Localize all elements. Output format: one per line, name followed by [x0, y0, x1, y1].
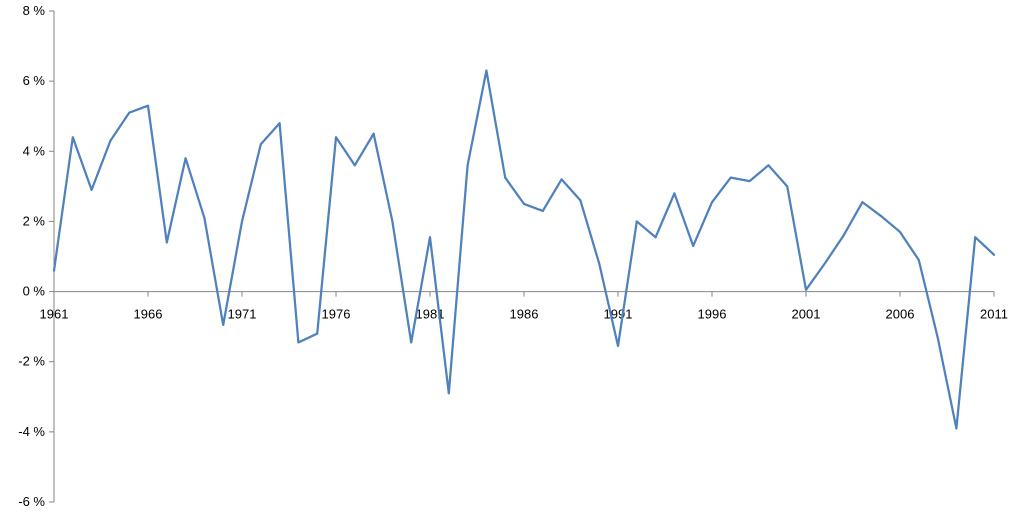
data-point [297, 341, 300, 344]
data-point [353, 164, 356, 167]
data-point [955, 427, 958, 430]
data-point [184, 157, 187, 160]
data-point [917, 259, 920, 262]
data-point [748, 180, 751, 183]
data-point [259, 143, 262, 146]
data-point [90, 188, 93, 191]
data-point [974, 236, 977, 239]
data-point [410, 341, 413, 344]
data-point [711, 201, 713, 204]
data-point [617, 344, 619, 347]
data-point [391, 220, 394, 223]
data-point [71, 136, 74, 139]
y-tick-label: 0 % [23, 284, 46, 299]
data-point [335, 136, 337, 139]
data-point [504, 176, 507, 179]
data-point [109, 139, 112, 142]
data-point [278, 122, 281, 125]
data-point [128, 111, 131, 114]
data-point [466, 164, 469, 167]
y-tick-label: 8 % [23, 3, 46, 18]
data-point [429, 236, 431, 239]
y-tick-label: -6 % [18, 494, 45, 509]
data-point [936, 336, 939, 339]
y-axis: 8 % 6 % 4 % 2 % 0 % -2 % -4 % -6 % [18, 3, 55, 509]
data-point [203, 216, 206, 219]
x-tick-label: 2006 [886, 307, 915, 322]
data-point [673, 192, 676, 195]
x-tick-label: 1971 [228, 307, 257, 322]
data-point [222, 323, 225, 326]
data-point [993, 253, 995, 256]
data-point [880, 215, 883, 218]
x-tick-label: 2001 [792, 307, 821, 322]
data-point [53, 269, 55, 272]
data-point [485, 69, 488, 72]
x-tick-label: 1981 [416, 307, 445, 322]
x-tick-label: 2011 [980, 307, 1008, 322]
data-point [316, 332, 319, 335]
data-point [805, 288, 807, 291]
y-tick-label: -2 % [18, 354, 45, 369]
x-tick-label: 1986 [510, 307, 539, 322]
data-point [598, 262, 601, 265]
data-point [635, 220, 638, 223]
data-point [899, 230, 901, 233]
x-tick-label: 1966 [134, 307, 163, 322]
x-tick-label: 1996 [698, 307, 727, 322]
data-point [579, 199, 582, 202]
y-tick-label: 2 % [23, 213, 46, 228]
y-tick-label: -4 % [18, 424, 45, 439]
data-point [729, 176, 732, 179]
data-point [692, 244, 695, 247]
x-tick-label: 1976 [322, 307, 351, 322]
y-tick-label: 6 % [23, 73, 46, 88]
data-point [447, 392, 450, 395]
series-group [52, 69, 996, 430]
data-point [654, 236, 657, 239]
y-tick-label: 4 % [23, 143, 46, 158]
series-line [52, 69, 996, 430]
data-point [165, 241, 168, 244]
data-point [147, 104, 149, 107]
data-point [842, 234, 845, 237]
data-point [786, 185, 789, 188]
data-point [541, 209, 544, 212]
data-point [823, 262, 826, 265]
data-point [241, 220, 243, 223]
data-point [861, 201, 864, 204]
data-point [767, 164, 770, 167]
x-tick-label: 1961 [40, 307, 69, 322]
data-point [560, 178, 563, 181]
data-point [523, 202, 525, 205]
x-tick-label: 1991 [604, 307, 633, 322]
x-axis: 1961 1966 1971 1976 1981 1986 1991 1996 2001 2006… [40, 291, 1008, 322]
data-point [372, 132, 375, 135]
